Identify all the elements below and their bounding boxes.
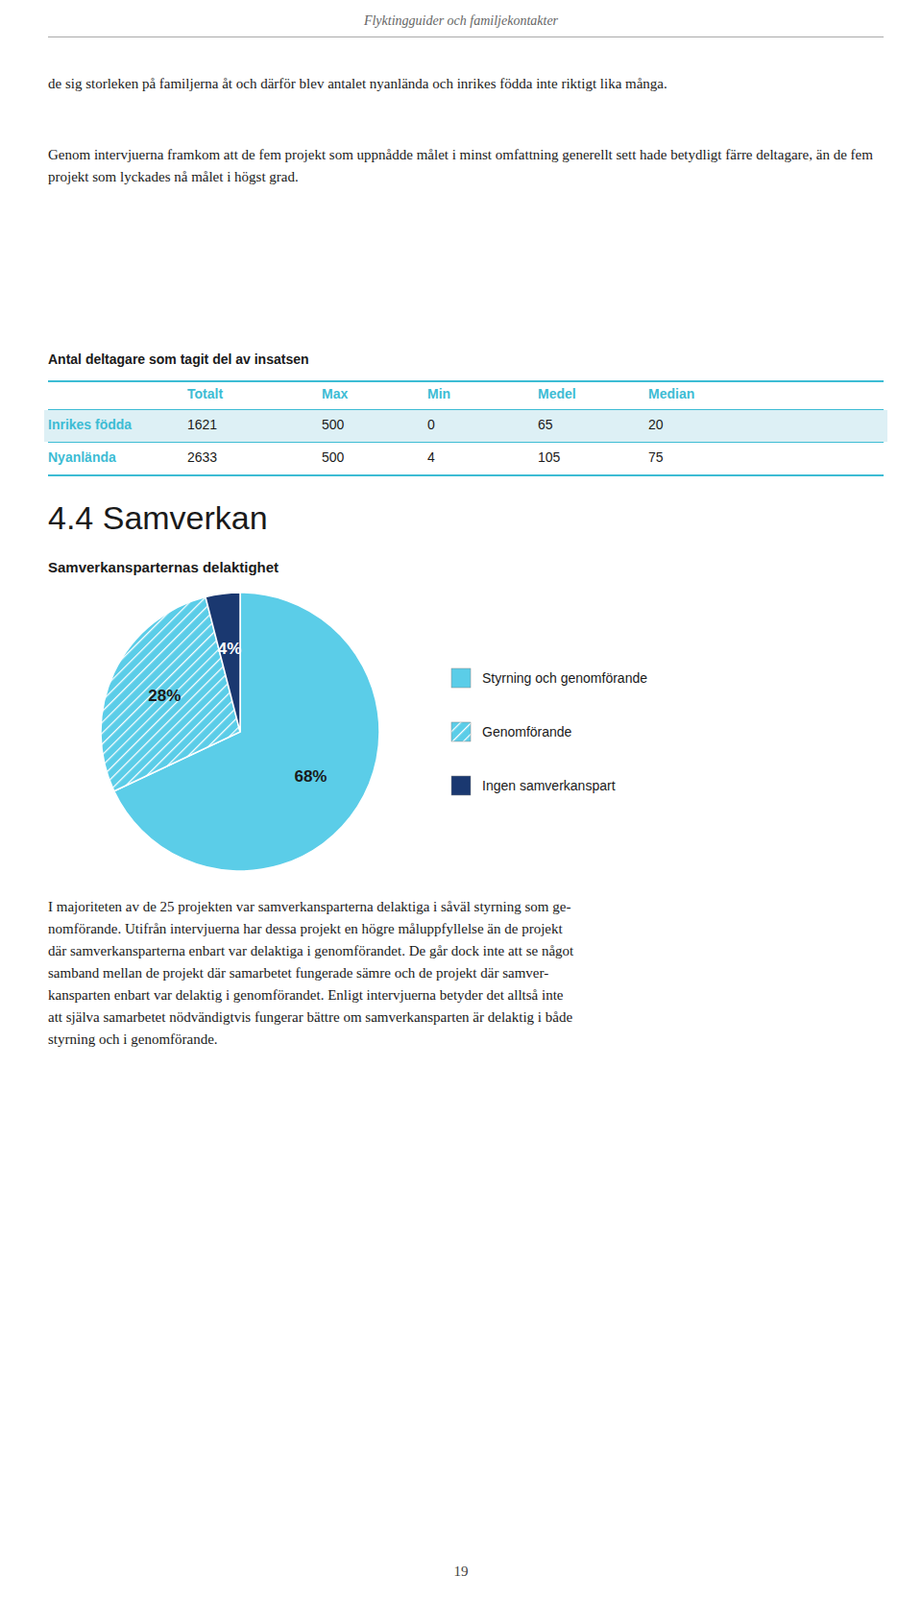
data-label: 4% <box>218 639 243 658</box>
slices <box>100 592 380 872</box>
paragraph: Genom intervjuerna framkom att de fem pr… <box>48 144 884 189</box>
legend: Styrning och genomförande Genomförande Ing… <box>451 668 648 796</box>
table-header: Min <box>427 386 451 402</box>
paragraph-line: I majoriteten av de 25 projekten var sam… <box>48 898 571 916</box>
paragraph-line: att själva samarbetet nödvändigtvis fung… <box>48 1009 573 1026</box>
table-row-shade <box>44 410 888 442</box>
table-title: Antal deltagare som tagit del av insatse… <box>48 351 310 367</box>
table-cell: 0 <box>427 416 436 433</box>
paragraph: de sig storleken på familjerna åt och dä… <box>48 72 884 96</box>
paragraph-line: kansparten enbart var delaktig i genomfö… <box>48 987 563 1004</box>
table-cell: 20 <box>648 416 664 433</box>
table-cell: 65 <box>537 416 554 433</box>
paragraph-line: samband mellan de projekt där samarbetet… <box>48 965 549 982</box>
data-label: 68% <box>293 767 327 786</box>
page-title: Flyktingguider och familjekontakter <box>0 13 922 29</box>
data-labels: 68% 28% 4% <box>147 639 327 786</box>
section-title: 4.4 Samverkan <box>48 499 268 537</box>
header-rule <box>48 36 884 38</box>
table-cell: 500 <box>321 449 344 465</box>
table-cell: 1621 <box>187 416 218 433</box>
table-row-label: Nyanlända <box>48 449 117 465</box>
table-cell: 4 <box>427 449 436 465</box>
paragraph-line: nomförande. Utifrån intervjuerna har des… <box>48 921 563 938</box>
chart-title: Samverkansparternas delaktighet <box>48 558 279 576</box>
table-cell: 500 <box>321 416 344 433</box>
table-bottom-rule <box>48 474 884 477</box>
table-header: Max <box>321 386 348 402</box>
legend-label: Ingen samverkanspart <box>482 777 616 794</box>
paragraph-line: där samverkansparterna enbart var delakt… <box>48 943 574 960</box>
pie-slice <box>205 592 241 732</box>
data-label: 28% <box>147 686 181 705</box>
table-header: Median <box>648 386 695 402</box>
legend-swatch <box>451 776 471 796</box>
pie-chart: 68% 28% 4% Styrning och genomförande Genomfö… <box>48 580 884 888</box>
table-row-label: Inrikes födda <box>48 416 132 433</box>
paragraph-line: styrning och i genomförande. <box>48 1031 219 1048</box>
table-header: Totalt <box>187 386 223 402</box>
table-row-rule <box>48 441 884 443</box>
table-cell: 105 <box>537 449 560 465</box>
table-cell: 2633 <box>187 449 218 465</box>
table-header: Medel <box>537 386 577 402</box>
table-cell: 75 <box>648 449 664 465</box>
table-top-rule <box>48 380 884 383</box>
legend-label: Styrning och genomförande <box>482 670 648 686</box>
legend-label: Genomförande <box>482 724 573 740</box>
page-number: 19 <box>0 1563 922 1580</box>
legend-swatch <box>451 668 471 688</box>
legend-swatch <box>451 722 471 742</box>
